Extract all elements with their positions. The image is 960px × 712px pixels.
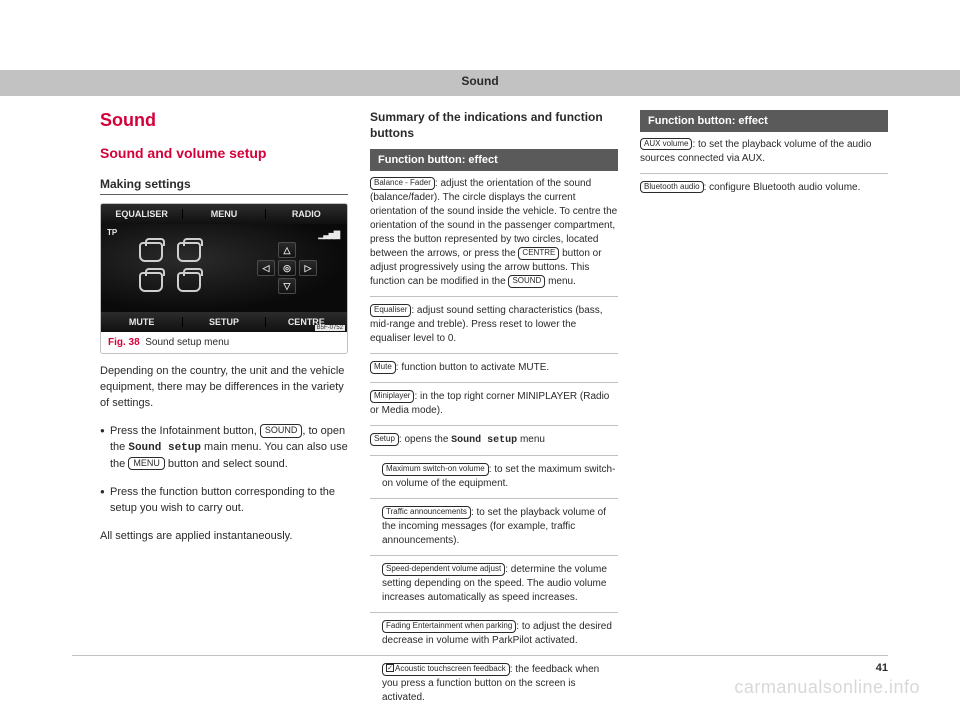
- speed-dependent-volume-label: Speed-dependent volume adjust: [382, 563, 505, 575]
- table-row: Speed-dependent volume adjust: determine…: [370, 563, 618, 613]
- dpad-centre-icon: ◎: [278, 260, 296, 276]
- screen-equaliser-button: EQUALISER: [101, 209, 183, 219]
- balance-fader-label: Balance - Fader: [370, 177, 435, 189]
- summary-heading: Summary of the indications and function …: [370, 110, 618, 141]
- table-row: Equaliser: adjust sound setting characte…: [370, 304, 618, 354]
- figure-caption-text: Sound setup menu: [145, 337, 229, 348]
- setup-label: Setup: [370, 433, 399, 445]
- dpad-right-icon: ▷: [299, 260, 317, 276]
- manual-page: Sound Sound Sound and volume setup Makin…: [0, 0, 960, 708]
- aux-volume-label: AUX volume: [640, 138, 692, 150]
- screen-botbar: MUTE SETUP CENTRE: [101, 312, 347, 332]
- mono-text: Sound setup: [128, 442, 201, 454]
- figure-box: EQUALISER MENU RADIO TP ▁▃▅▇: [100, 203, 348, 354]
- row-text: menu: [517, 434, 545, 445]
- row-text: menu.: [545, 276, 576, 287]
- table-row: Traffic announcements: to set the playba…: [370, 506, 618, 556]
- miniplayer-label: Miniplayer: [370, 390, 414, 402]
- column-1: Sound Sound and volume setup Making sett…: [100, 110, 348, 556]
- row-text: : function button to activate MUTE.: [396, 362, 549, 373]
- table-row: Miniplayer: in the top right corner MINI…: [370, 390, 618, 426]
- checkbox-icon: ✓: [386, 664, 394, 672]
- subsection-title: Making settings: [100, 177, 348, 191]
- mono-text: Sound setup: [451, 435, 517, 446]
- screen-mid: TP ▁▃▅▇ △ ◁ ◎ ▷ ▽: [101, 224, 347, 312]
- tp-indicator: TP: [107, 228, 117, 237]
- table-row: Balance - Fader: adjust the orientation …: [370, 177, 618, 297]
- seat-icon: [177, 272, 201, 292]
- infotainment-screen: EQUALISER MENU RADIO TP ▁▃▅▇: [101, 204, 347, 332]
- table-row: Setup: opens the Sound setup menu: [370, 433, 618, 456]
- bullet-text: button and select sound.: [165, 458, 288, 470]
- bullet-text: Press the Infotainment button,: [110, 425, 260, 437]
- table-row: ✓Acoustic touchscreen feedback: the feed…: [370, 663, 618, 712]
- watermark: carmanualsonline.info: [734, 677, 920, 698]
- screen-radio-button: RADIO: [266, 209, 347, 219]
- acoustic-feedback-text: Acoustic touchscreen feedback: [395, 664, 506, 673]
- mute-label: Mute: [370, 361, 396, 373]
- sound-label: SOUND: [508, 275, 545, 287]
- table-row: Maximum switch-on volume: to set the max…: [370, 463, 618, 499]
- bullet-item: Press the Infotainment button, SOUND, to…: [100, 424, 348, 473]
- table-row: Fading Entertainment when parking: to ad…: [370, 620, 618, 656]
- screen-mute-button: MUTE: [101, 317, 183, 327]
- dpad: △ ◁ ◎ ▷ ▽: [257, 242, 317, 294]
- seats-graphic: [137, 240, 213, 296]
- figure-number: Fig. 38: [108, 337, 140, 348]
- function-button-header: Function button: effect: [640, 110, 888, 132]
- figure-caption: Fig. 38 Sound setup menu: [101, 332, 347, 353]
- equaliser-label: Equaliser: [370, 304, 411, 316]
- traffic-announcements-label: Traffic announcements: [382, 506, 471, 518]
- dpad-up-icon: △: [278, 242, 296, 258]
- image-code: B5F-0752: [315, 325, 345, 331]
- screen-topbar: EQUALISER MENU RADIO: [101, 204, 347, 224]
- seat-icon: [139, 272, 163, 292]
- table-row: Bluetooth audio: configure Bluetooth aud…: [640, 181, 888, 202]
- page-number: 41: [876, 662, 888, 674]
- signal-icon: ▁▃▅▇: [318, 230, 339, 239]
- seat-icon: [177, 242, 201, 262]
- row-text: : opens the: [399, 434, 451, 445]
- centre-label: CENTRE: [518, 247, 559, 259]
- section-title: Sound and volume setup: [100, 145, 348, 161]
- seat-icon: [139, 242, 163, 262]
- table-row: Mute: function button to activate MUTE.: [370, 361, 618, 383]
- subsection-rule: Making settings: [100, 177, 348, 195]
- column-3: Function button: effect AUX volume: to s…: [640, 110, 888, 202]
- max-switchon-volume-label: Maximum switch-on volume: [382, 463, 489, 475]
- function-button-header: Function button: effect: [370, 149, 618, 171]
- sound-button-label: SOUND: [260, 424, 303, 438]
- paragraph: All settings are applied instantaneously…: [100, 529, 348, 545]
- menu-button-label: MENU: [128, 457, 165, 471]
- header-title: Sound: [0, 74, 960, 88]
- dpad-down-icon: ▽: [278, 278, 296, 294]
- footer-rule: [72, 655, 888, 656]
- column-2: Summary of the indications and function …: [370, 110, 618, 712]
- table-row: AUX volume: to set the playback volume o…: [640, 138, 888, 174]
- screen-menu-button: MENU: [183, 209, 265, 219]
- figure-image: EQUALISER MENU RADIO TP ▁▃▅▇: [101, 204, 347, 332]
- screen-setup-button: SETUP: [183, 317, 265, 327]
- chapter-title: Sound: [100, 110, 348, 131]
- dpad-left-icon: ◁: [257, 260, 275, 276]
- bullet-item: Press the function button corresponding …: [100, 485, 348, 517]
- bluetooth-audio-label: Bluetooth audio: [640, 181, 704, 193]
- fading-entertainment-label: Fading Entertainment when parking: [382, 620, 516, 632]
- paragraph: Depending on the country, the unit and t…: [100, 364, 348, 412]
- row-text: : configure Bluetooth audio volume.: [704, 182, 861, 193]
- acoustic-feedback-label: ✓Acoustic touchscreen feedback: [382, 663, 510, 675]
